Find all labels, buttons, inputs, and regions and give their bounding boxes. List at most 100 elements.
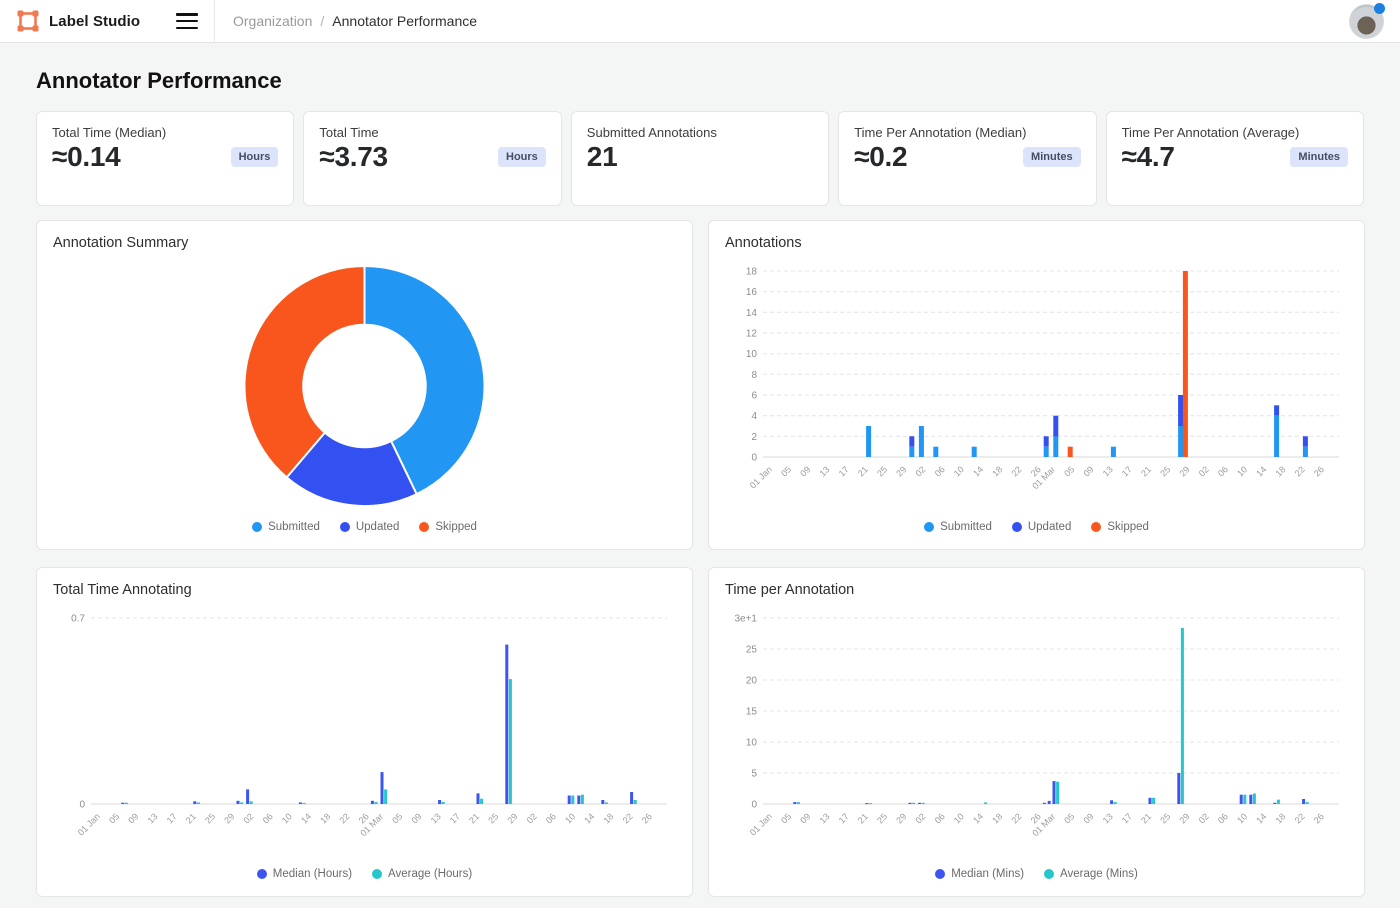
svg-text:02: 02 (241, 811, 255, 825)
bar (918, 803, 921, 804)
svg-text:29: 29 (894, 811, 908, 825)
svg-text:4: 4 (751, 411, 757, 422)
legend-item-updated[interactable]: Updated (340, 521, 399, 533)
svg-text:05: 05 (779, 811, 793, 825)
bar (1053, 781, 1056, 804)
svg-text:12: 12 (746, 329, 758, 340)
svg-text:02: 02 (1197, 811, 1211, 825)
svg-text:25: 25 (875, 811, 889, 825)
svg-text:6: 6 (751, 391, 757, 402)
stat-value: 21 (587, 141, 618, 173)
svg-text:02: 02 (913, 811, 927, 825)
svg-text:05: 05 (1062, 464, 1076, 478)
svg-text:09: 09 (126, 811, 140, 825)
chart-legend: Median (Mins) Average (Mins) (725, 864, 1348, 882)
svg-text:05: 05 (1062, 811, 1076, 825)
svg-text:14: 14 (971, 811, 985, 825)
bar (1111, 447, 1116, 457)
svg-text:21: 21 (184, 811, 198, 825)
bar (1306, 802, 1309, 804)
bars-group[interactable] (121, 645, 636, 804)
bar (371, 801, 374, 804)
total-time-annotating-bar-chart[interactable]: 00.701 Jan050913172125290206101418222601… (53, 606, 676, 858)
svg-text:14: 14 (299, 811, 313, 825)
legend-item-median-hours[interactable]: Median (Hours) (257, 868, 352, 880)
svg-text:18: 18 (990, 464, 1004, 478)
stat-value: ≈0.2 (854, 141, 907, 173)
bar (601, 800, 604, 804)
bar (912, 803, 915, 804)
breadcrumb-organization[interactable]: Organization (233, 13, 312, 29)
svg-text:26: 26 (1312, 464, 1326, 478)
svg-text:05: 05 (390, 811, 404, 825)
avatar-status-badge (1374, 3, 1385, 14)
chart-card-annotations: Annotations 02468101214161801 Jan0509131… (708, 220, 1365, 550)
svg-text:21: 21 (1139, 464, 1153, 478)
stat-label: Time Per Annotation (Median) (854, 125, 1080, 140)
legend-item-average-mins[interactable]: Average (Mins) (1044, 868, 1138, 880)
bar (984, 802, 987, 804)
chart-card-annotation-summary: Annotation Summary Submitted Updated Ski… (36, 220, 693, 550)
svg-text:21: 21 (856, 811, 870, 825)
stat-label: Submitted Annotations (587, 125, 813, 140)
legend-item-updated[interactable]: Updated (1012, 521, 1071, 533)
svg-text:26: 26 (1312, 811, 1326, 825)
svg-text:21: 21 (856, 464, 870, 478)
svg-text:21: 21 (467, 811, 481, 825)
svg-text:13: 13 (1101, 464, 1115, 478)
annotation-summary-donut-chart[interactable] (53, 259, 676, 511)
bars-group[interactable] (793, 628, 1308, 804)
annotations-bar-chart[interactable]: 02468101214161801 Jan0509131721252902061… (725, 259, 1348, 511)
bar (509, 679, 512, 804)
legend-label: Skipped (435, 521, 477, 533)
svg-text:26: 26 (640, 811, 654, 825)
bar (1181, 628, 1184, 804)
bar (1243, 795, 1246, 804)
stat-label: Time Per Annotation (Average) (1122, 125, 1348, 140)
bar (1053, 436, 1058, 457)
charts-grid: Annotation Summary Submitted Updated Ski… (36, 220, 1364, 897)
user-avatar[interactable] (1349, 4, 1384, 39)
legend-item-skipped[interactable]: Skipped (1091, 521, 1149, 533)
svg-text:13: 13 (145, 811, 159, 825)
legend-dot (257, 869, 267, 879)
legend-label: Average (Mins) (1060, 868, 1138, 880)
bar (505, 645, 508, 804)
breadcrumb-current: Annotator Performance (332, 13, 477, 29)
svg-text:01 Jan: 01 Jan (76, 811, 102, 837)
bar (477, 793, 480, 804)
svg-text:17: 17 (448, 811, 462, 825)
unit-badge: Hours (231, 147, 279, 167)
bar (1240, 795, 1243, 804)
bar (381, 772, 384, 804)
legend-item-skipped[interactable]: Skipped (419, 521, 477, 533)
legend-item-median-mins[interactable]: Median (Mins) (935, 868, 1024, 880)
svg-text:14: 14 (582, 811, 596, 825)
hamburger-menu-icon[interactable] (176, 13, 198, 29)
legend-item-submitted[interactable]: Submitted (252, 521, 320, 533)
bar (1302, 799, 1305, 804)
bar (1274, 405, 1279, 415)
bar (1253, 794, 1256, 805)
bar (1303, 447, 1308, 457)
bar (933, 447, 938, 457)
svg-text:09: 09 (798, 811, 812, 825)
svg-text:29: 29 (505, 811, 519, 825)
breadcrumb-separator: / (320, 13, 324, 29)
svg-text:29: 29 (894, 464, 908, 478)
svg-text:3e+1: 3e+1 (734, 614, 757, 625)
chart-card-time-per-annotation: Time per Annotation 05101520253e+101 Jan… (708, 567, 1365, 897)
bar (237, 801, 240, 804)
bar (1178, 395, 1183, 426)
svg-text:01 Jan: 01 Jan (748, 464, 774, 490)
legend-item-average-hours[interactable]: Average (Hours) (372, 868, 472, 880)
bar (303, 803, 306, 804)
svg-text:06: 06 (544, 811, 558, 825)
time-per-annotation-bar-chart[interactable]: 05101520253e+101 Jan05091317212529020610… (725, 606, 1348, 858)
legend-dot (419, 522, 429, 532)
legend-item-submitted[interactable]: Submitted (924, 521, 992, 533)
bars-group[interactable] (866, 271, 1308, 457)
svg-text:06: 06 (933, 811, 947, 825)
svg-text:20: 20 (746, 676, 758, 687)
chart-legend: Submitted Updated Skipped (725, 517, 1348, 535)
